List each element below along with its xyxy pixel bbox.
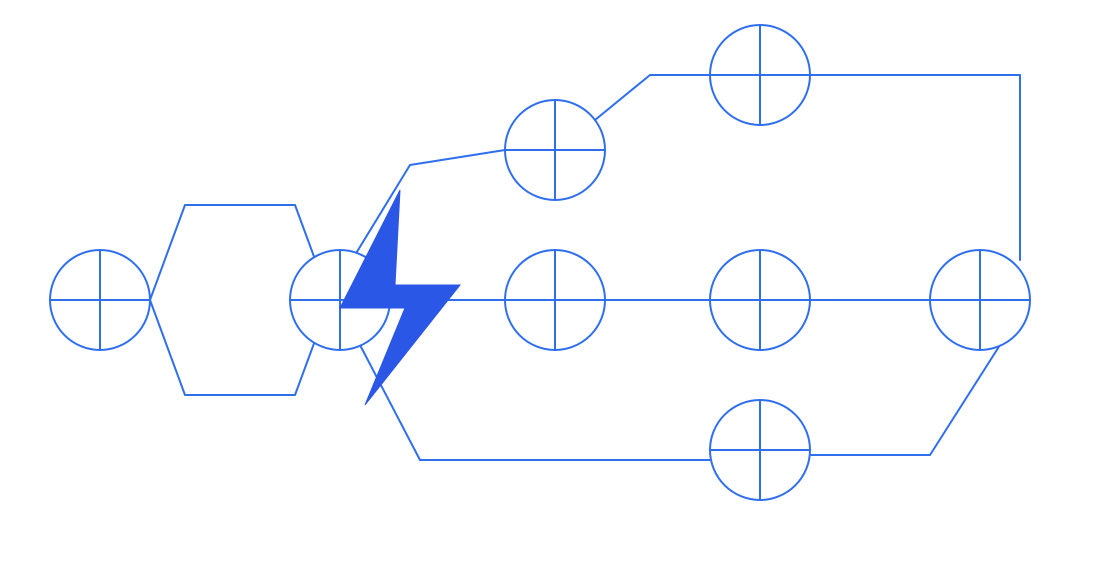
node-n-right [930, 250, 1030, 350]
circuit-diagram [0, 0, 1100, 577]
node-n-left [50, 250, 150, 350]
node-n-mid [505, 250, 605, 350]
node-n-top-mid [505, 100, 605, 200]
node-n-bottom [710, 400, 810, 500]
node-n-mid-right [710, 250, 810, 350]
node-n-top-right [710, 25, 810, 125]
